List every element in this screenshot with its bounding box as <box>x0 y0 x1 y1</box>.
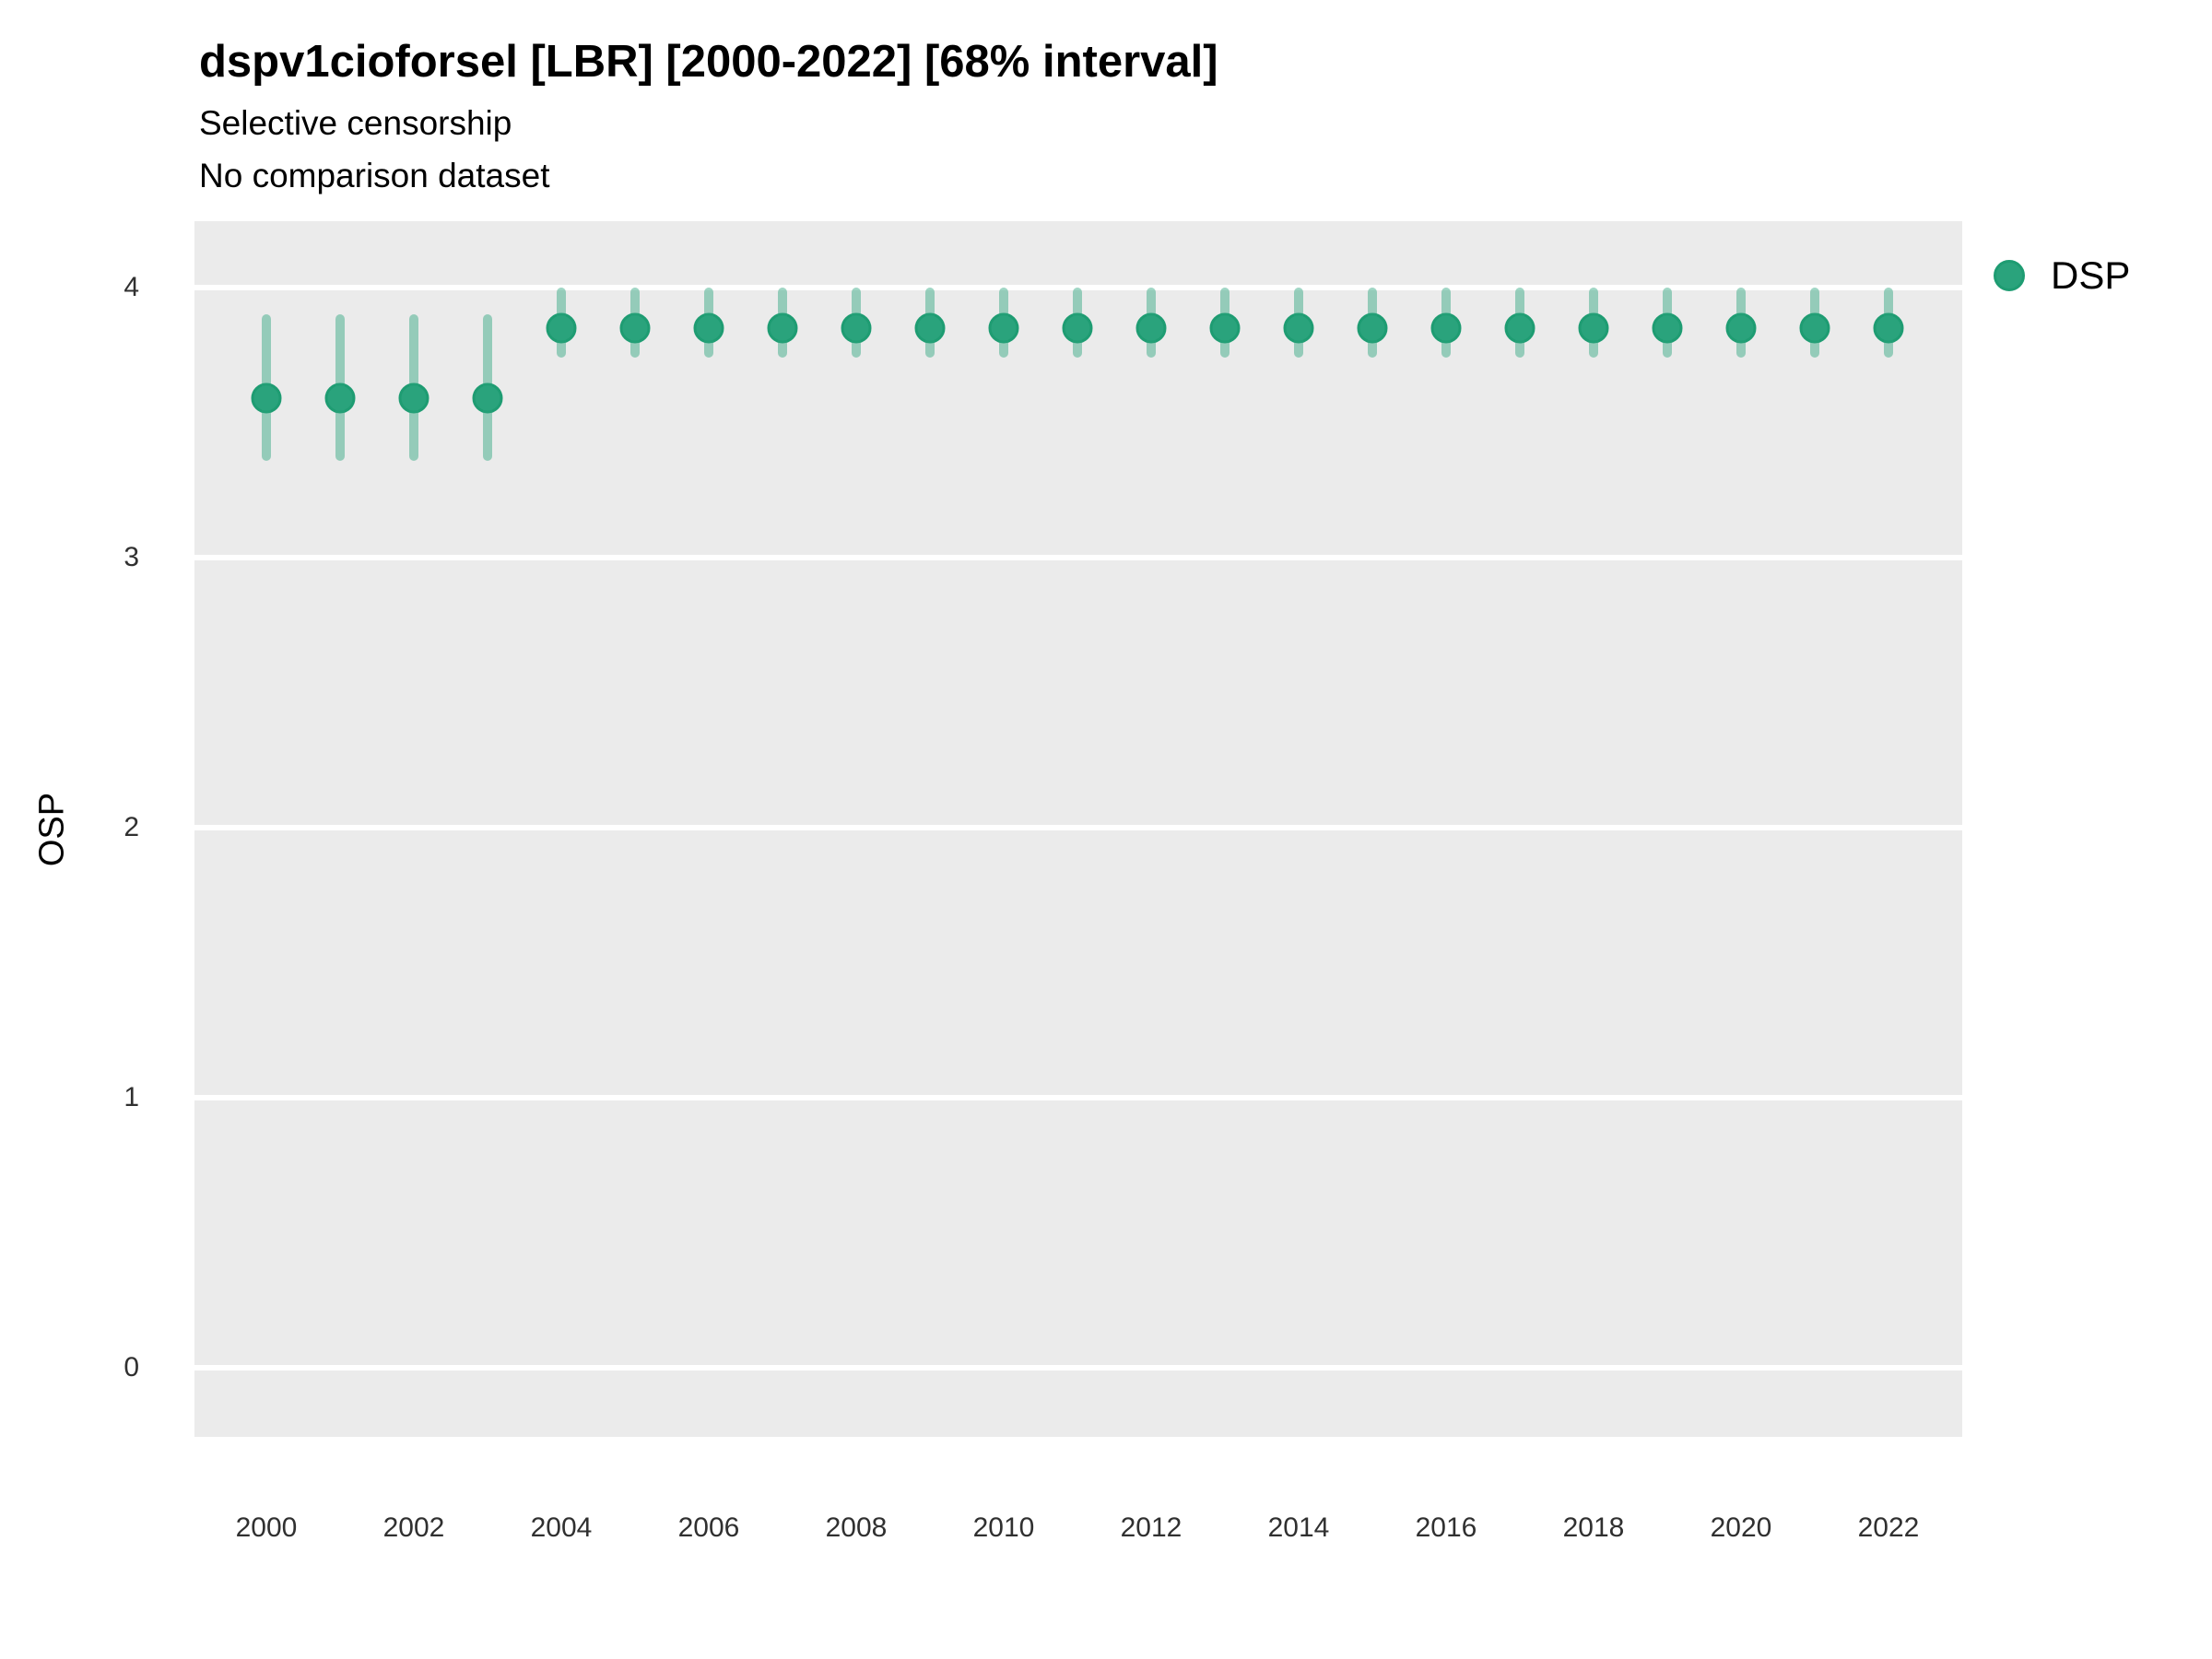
x-axis-tick-label: 2002 <box>382 1512 445 1543</box>
x-axis-tick-label: 2000 <box>235 1512 298 1543</box>
y-axis-tick-label: 1 <box>124 1082 139 1112</box>
data-point <box>1578 312 1609 344</box>
data-point <box>1799 312 1830 344</box>
chart-subtitle-line2: No comparison dataset <box>199 157 550 194</box>
error-bar <box>1368 288 1377 359</box>
gridline <box>194 285 1962 290</box>
data-point <box>1209 312 1241 344</box>
data-point <box>1652 312 1683 344</box>
error-bar <box>1884 288 1893 359</box>
x-axis-tick-label: 2020 <box>1710 1512 1772 1543</box>
data-point <box>693 312 724 344</box>
error-bar <box>778 288 787 359</box>
error-bar <box>1294 288 1303 359</box>
y-axis-tick-label: 3 <box>124 542 139 572</box>
x-axis-tick-label: 2008 <box>825 1512 888 1543</box>
error-bar <box>262 314 271 461</box>
error-bar <box>1736 288 1746 359</box>
chart-subtitle-line1: Selective censorship <box>199 104 512 142</box>
error-bar <box>852 288 861 359</box>
error-bar <box>630 288 640 359</box>
error-bar <box>999 288 1008 359</box>
data-point <box>1283 312 1314 344</box>
data-point <box>619 312 651 344</box>
error-bar <box>1441 288 1451 359</box>
error-bar <box>1663 288 1672 359</box>
data-point <box>1873 312 1904 344</box>
error-bar <box>704 288 713 359</box>
legend-point-icon <box>1994 260 2025 291</box>
gridline <box>194 825 1962 830</box>
data-point <box>1430 312 1462 344</box>
gridline <box>194 1365 1962 1371</box>
error-bar <box>483 314 492 461</box>
error-bar <box>557 288 566 359</box>
plot-panel <box>194 221 1962 1437</box>
data-point <box>767 312 798 344</box>
data-point <box>1504 312 1535 344</box>
error-bar <box>1073 288 1082 359</box>
error-bar <box>1220 288 1230 359</box>
data-point <box>472 382 503 414</box>
chart-title: dspv1cioforsel [LBR] [2000-2022] [68% in… <box>199 37 1218 87</box>
y-axis-tick-label: 0 <box>124 1352 139 1382</box>
y-axis-tick-label: 4 <box>124 272 139 302</box>
data-point <box>1357 312 1388 344</box>
x-axis-tick-label: 2016 <box>1415 1512 1477 1543</box>
error-bar <box>1515 288 1524 359</box>
error-bar <box>409 314 418 461</box>
data-point <box>988 312 1019 344</box>
data-point <box>324 382 356 414</box>
gridline <box>194 1095 1962 1100</box>
error-bar <box>1810 288 1819 359</box>
legend-series-label: DSP <box>2051 253 2131 297</box>
x-axis-tick-label: 2012 <box>1120 1512 1182 1543</box>
data-point <box>914 312 946 344</box>
data-point <box>841 312 872 344</box>
x-axis-tick-label: 2006 <box>677 1512 740 1543</box>
x-axis-tick-label: 2018 <box>1562 1512 1625 1543</box>
error-bar <box>335 314 345 461</box>
data-point <box>1725 312 1757 344</box>
data-point <box>1135 312 1167 344</box>
legend: DSP <box>1994 256 2130 295</box>
x-axis-tick-label: 2022 <box>1857 1512 1920 1543</box>
data-point <box>1062 312 1093 344</box>
x-axis-tick-label: 2004 <box>530 1512 593 1543</box>
y-axis-tick-label: 2 <box>124 812 139 842</box>
x-axis-tick-label: 2014 <box>1267 1512 1330 1543</box>
x-axis-tick-label: 2010 <box>972 1512 1035 1543</box>
error-bar <box>1589 288 1598 359</box>
data-point <box>251 382 282 414</box>
error-bar <box>1147 288 1156 359</box>
error-bar <box>925 288 935 359</box>
data-point <box>546 312 577 344</box>
gridline <box>194 555 1962 560</box>
data-point <box>398 382 429 414</box>
